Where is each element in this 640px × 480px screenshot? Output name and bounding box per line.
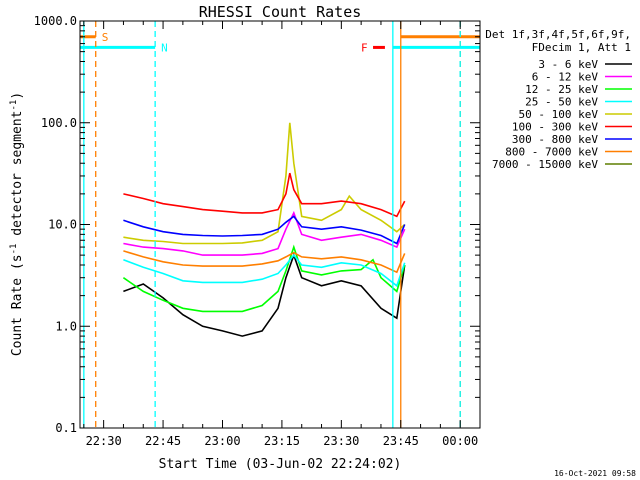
series-line — [123, 215, 406, 245]
legend-entry-label: 300 - 800 keV — [512, 133, 598, 146]
legend-entry-label: 12 - 25 keV — [525, 83, 598, 96]
series-line — [123, 122, 406, 245]
legend-entry-label: 100 - 300 keV — [512, 121, 598, 134]
y-axis-label-part: ) — [10, 92, 25, 100]
y-tick-label: 100.0 — [41, 116, 77, 130]
x-tick-label: 23:45 — [383, 434, 419, 448]
legend-entry-label: 7000 - 15000 keV — [492, 158, 598, 171]
series-line — [122, 244, 406, 313]
y-axis-label-part: Count Rate (s — [10, 254, 25, 356]
series-line — [123, 210, 406, 256]
y-tick-label: 1000.0 — [34, 14, 77, 28]
y-tick-label: 1.0 — [55, 319, 77, 333]
series-line — [123, 253, 406, 288]
y-axis-label: Count Rate (s-1 detector segment-1) — [9, 92, 25, 356]
legend-entry-label: 25 - 50 keV — [525, 96, 598, 109]
y-tick-label: 0.1 — [55, 421, 77, 435]
flag-label: S — [102, 31, 109, 44]
attenuator-flag-layer: SN F — [80, 31, 480, 54]
x-tick-label: 00:00 — [442, 434, 478, 448]
series-line — [123, 252, 406, 337]
timestamp: 16-Oct-2021 09:58 — [554, 469, 636, 478]
y-tick-label: 10.0 — [48, 218, 77, 232]
y-axis-label-part: detector segment — [10, 111, 25, 244]
y-axis-label-exponent: -1 — [9, 100, 19, 111]
x-tick-label: 23:00 — [204, 434, 240, 448]
legend-entry-label: 6 - 12 keV — [532, 71, 599, 84]
legend-entry-label: 800 - 7000 keV — [505, 146, 598, 159]
flag-label: F — [361, 41, 368, 54]
series-line — [123, 172, 406, 218]
legend: Det 1f,3f,4f,5f,6f,9f,FDecim 1, Att 1 3 -… — [485, 28, 632, 171]
x-axis-label: Start Time (03-Jun-02 22:24:02) — [159, 457, 402, 472]
legend-header: FDecim 1, Att 1 — [532, 41, 631, 54]
series-layer — [122, 122, 406, 337]
x-tick-label: 22:30 — [86, 434, 122, 448]
flag-label: N — [161, 41, 168, 54]
legend-header: Det 1f,3f,4f,5f,6f,9f, — [485, 28, 631, 41]
legend-entry-label: 50 - 100 keV — [519, 108, 599, 121]
axes-layer: 0.1 1.0 10.0 100.0 1000.0 22:30 22:45 23:00 23:1… — [34, 14, 481, 448]
series-line — [123, 250, 406, 274]
x-tick-label: 23:15 — [264, 434, 300, 448]
x-tick-label: 23:30 — [323, 434, 359, 448]
y-axis-label-exponent: -1 — [9, 244, 19, 255]
chart-title: RHESSI Count Rates — [199, 3, 362, 21]
legend-entry-label: 3 - 6 keV — [538, 58, 598, 71]
x-tick-label: 22:45 — [145, 434, 181, 448]
